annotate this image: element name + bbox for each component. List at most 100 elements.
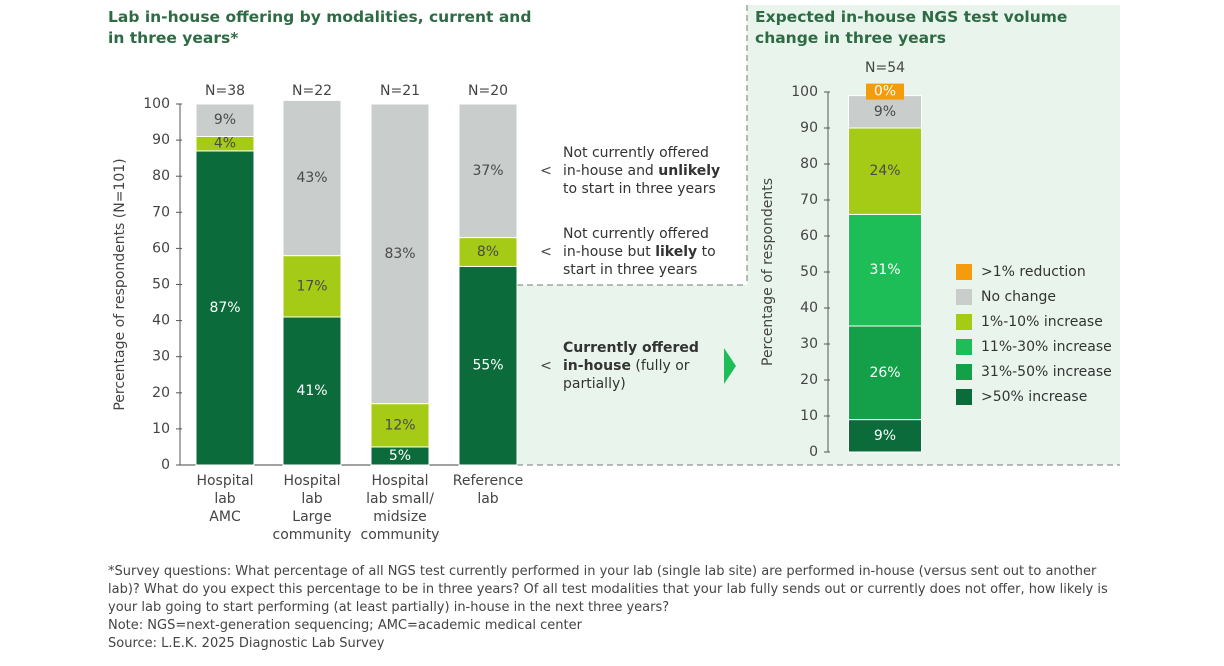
value-label: 41% bbox=[296, 383, 327, 399]
y-axis-label: Percentage of respondents bbox=[760, 178, 776, 366]
bar-segment bbox=[370, 103, 430, 405]
y-tick-label: 20 bbox=[800, 372, 818, 388]
arrow bbox=[724, 348, 736, 384]
bar-segment bbox=[282, 316, 342, 466]
value-label: 12% bbox=[384, 417, 415, 433]
value-label: 37% bbox=[472, 163, 503, 179]
x-tick-label: community bbox=[361, 527, 440, 543]
value-label: 5% bbox=[389, 448, 411, 464]
x-tick-label: Hospital bbox=[371, 473, 428, 489]
chart-title: Expected in-house NGS test volume change… bbox=[755, 8, 1068, 47]
annotation-text: Not currently offered bbox=[563, 145, 709, 161]
y-tick-label: 50 bbox=[152, 277, 170, 293]
bar-segment bbox=[458, 265, 518, 466]
value-label: 9% bbox=[874, 428, 896, 444]
y-tick-label: 80 bbox=[152, 168, 170, 184]
y-tick-label: 60 bbox=[800, 228, 818, 244]
y-tick-label: 50 bbox=[800, 264, 818, 280]
y-tick-label: 30 bbox=[800, 336, 818, 352]
bar-segment bbox=[195, 150, 255, 466]
x-tick-label: lab bbox=[301, 491, 322, 507]
annotation-line: Currently offered bbox=[563, 340, 699, 356]
annotation-line: start in three years bbox=[563, 262, 697, 278]
legend-label: 11%-30% increase bbox=[981, 339, 1112, 355]
n-label: N=38 bbox=[205, 83, 245, 99]
n-label: N=20 bbox=[468, 83, 508, 99]
footnote: Source: L.E.K. 2025 Diagnostic Lab Surve… bbox=[108, 636, 385, 651]
annotation-text: to bbox=[697, 244, 716, 260]
chart-title: Lab in-house offering by modalities, cur… bbox=[108, 8, 532, 47]
x-tick-label: lab small/ bbox=[366, 491, 434, 507]
annotation-line: Not currently offered bbox=[563, 226, 709, 242]
y-tick-label: 70 bbox=[800, 192, 818, 208]
n-label: N=21 bbox=[380, 83, 420, 99]
annotation-text: unlikely bbox=[658, 163, 720, 179]
footnote: *Survey questions: What percentage of al… bbox=[108, 564, 1108, 615]
bar-segment bbox=[848, 213, 922, 327]
pointer: < bbox=[540, 358, 552, 374]
annotation-text: Not currently offered bbox=[563, 226, 709, 242]
legend-label: 1%-10% increase bbox=[981, 314, 1103, 330]
value-label: 26% bbox=[869, 365, 900, 381]
annotation-text: likely bbox=[655, 244, 697, 260]
value-label: 4% bbox=[214, 136, 236, 152]
y-tick-label: 90 bbox=[800, 120, 818, 136]
x-tick-label: Reference bbox=[453, 473, 524, 489]
annotation-line: Not currently offered bbox=[563, 145, 709, 161]
label-badge bbox=[866, 83, 904, 100]
legend-label: >50% increase bbox=[981, 389, 1087, 405]
bar-segment bbox=[370, 403, 430, 448]
x-tick-label: Large bbox=[292, 509, 331, 525]
annotation-line: in-house but likely to bbox=[563, 244, 716, 260]
value-label: 9% bbox=[874, 104, 896, 120]
legend-label: No change bbox=[981, 289, 1056, 305]
y-tick-label: 70 bbox=[152, 204, 170, 220]
y-tick-label: 80 bbox=[800, 156, 818, 172]
y-tick-label: 10 bbox=[152, 421, 170, 437]
annotation-text: (fully or bbox=[631, 358, 690, 374]
n-label: N=54 bbox=[865, 60, 905, 76]
bar-segment bbox=[848, 95, 922, 129]
pointer: < bbox=[540, 244, 552, 260]
footnotes: *Survey questions: What percentage of al… bbox=[108, 563, 1118, 653]
y-tick-label: 100 bbox=[143, 96, 170, 112]
legend-label: >1% reduction bbox=[981, 264, 1086, 280]
legend-label: 31%-50% increase bbox=[981, 364, 1112, 380]
annotation-text: in-house and bbox=[563, 163, 658, 179]
annotation-text: to start in three years bbox=[563, 181, 716, 197]
annotation-line: in-house and unlikely bbox=[563, 163, 720, 179]
value-label: 17% bbox=[296, 278, 327, 294]
y-tick-label: 20 bbox=[152, 385, 170, 401]
value-label: 87% bbox=[209, 300, 240, 316]
annotation-text: Currently offered bbox=[563, 340, 699, 356]
annotation-text: start in three years bbox=[563, 262, 697, 278]
value-label: 9% bbox=[214, 112, 236, 128]
y-axis-label: Percentage of respondents (N=101) bbox=[112, 158, 128, 410]
legend-swatch bbox=[956, 339, 972, 355]
n-label: N=22 bbox=[292, 83, 332, 99]
value-label: 0% bbox=[874, 84, 896, 100]
x-tick-label: midsize bbox=[373, 509, 427, 525]
annotation-line: to start in three years bbox=[563, 181, 716, 197]
legend-swatch bbox=[956, 289, 972, 305]
value-label: 55% bbox=[472, 358, 503, 374]
y-tick-label: 40 bbox=[800, 300, 818, 316]
y-tick-label: 10 bbox=[800, 408, 818, 424]
annotation-text: in-house bbox=[563, 358, 631, 374]
value-label: 8% bbox=[477, 244, 499, 260]
bar-segment bbox=[848, 127, 922, 215]
y-tick-label: 30 bbox=[152, 349, 170, 365]
panel-background bbox=[517, 285, 747, 465]
bar-segment bbox=[458, 103, 518, 239]
y-tick-label: 40 bbox=[152, 313, 170, 329]
panel-background bbox=[747, 5, 1120, 465]
footnote: Note: NGS=next-generation sequencing; AM… bbox=[108, 618, 582, 633]
y-tick-label: 60 bbox=[152, 240, 170, 256]
x-tick-label: AMC bbox=[209, 509, 241, 525]
annotation-line: partially) bbox=[563, 376, 626, 392]
x-tick-label: Hospital bbox=[196, 473, 253, 489]
x-tick-label: community bbox=[273, 527, 352, 543]
bar-segment bbox=[282, 255, 342, 318]
annotation-text: in-house but bbox=[563, 244, 655, 260]
